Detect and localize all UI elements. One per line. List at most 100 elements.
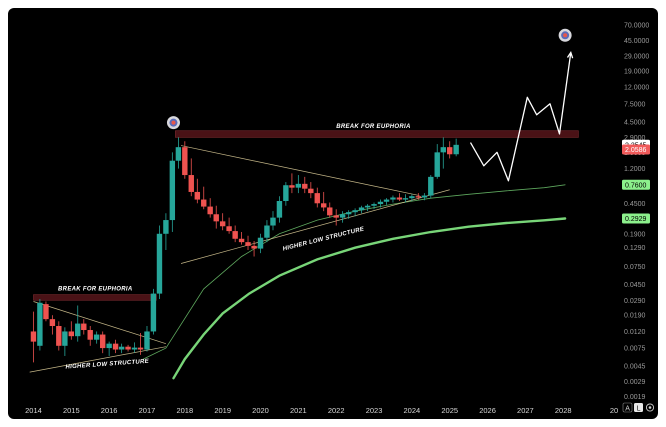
candle — [175, 137, 182, 169]
candle — [163, 213, 169, 251]
candle-body — [245, 242, 251, 246]
candle — [93, 331, 100, 344]
y-tick-label: 0.0075 — [624, 346, 646, 353]
candle-body — [144, 331, 150, 350]
candle-body — [175, 147, 182, 161]
price-chart[interactable]: BREAK FOR EUPHORIA BREAK FOR EUPHORIA HI… — [8, 8, 658, 419]
resistance-bands — [33, 130, 579, 301]
triangle-2018-upper — [180, 145, 420, 196]
candle-body — [295, 183, 302, 188]
candle — [358, 205, 365, 214]
structure-2016-label: HIGHER LOW STRUCTURE — [65, 359, 150, 371]
candle — [226, 217, 232, 234]
projection-arrowhead — [566, 51, 574, 59]
candle-body — [75, 323, 81, 337]
gear-hub — [648, 406, 652, 409]
triangle-2014-lower — [29, 346, 166, 373]
candle — [62, 327, 68, 356]
x-tick-label: 2021 — [290, 406, 307, 415]
candle — [283, 182, 289, 206]
candle — [75, 305, 81, 342]
y-tick-label: 12.0000 — [624, 85, 649, 92]
candle — [201, 186, 207, 210]
y-tick-label: 45.0000 — [624, 38, 649, 45]
candle — [371, 202, 377, 210]
auto-scale-label: A — [625, 405, 630, 412]
log-scale-button[interactable]: L — [634, 403, 643, 412]
candle-body — [434, 152, 440, 177]
candle — [68, 321, 75, 340]
candle-body — [421, 195, 428, 198]
candle-body — [219, 221, 226, 227]
y-tick-label: 0.0045 — [624, 364, 646, 371]
candle — [333, 209, 339, 226]
y-tick-label: 2.9000 — [624, 135, 646, 142]
candle-body — [415, 196, 422, 198]
candle-body — [125, 346, 131, 350]
candles — [30, 137, 459, 363]
candle — [390, 195, 396, 203]
candle — [402, 194, 409, 203]
gear-ring — [645, 403, 655, 412]
x-tick-label: 2023 — [366, 406, 383, 415]
candle — [352, 208, 358, 217]
x-tick-label: 2017 — [139, 406, 156, 415]
candle-body — [364, 205, 371, 208]
candle — [295, 175, 302, 194]
candle — [118, 343, 125, 354]
band-2025-label: BREAK FOR EUPHORIA — [336, 124, 410, 130]
candle-body — [352, 210, 358, 213]
candle-body — [106, 343, 112, 349]
candle — [289, 173, 295, 194]
x-tick-label: 20 — [610, 406, 618, 415]
candle — [308, 182, 314, 199]
candle-body — [112, 343, 119, 350]
candle-body — [169, 160, 176, 221]
candle-body — [396, 197, 403, 200]
candle — [37, 299, 43, 351]
candle — [440, 137, 446, 169]
x-tick-label: 2024 — [404, 406, 421, 415]
price-tag-text: 0.2929 — [625, 216, 647, 223]
candle — [453, 138, 459, 157]
candle — [194, 178, 201, 204]
candle — [447, 141, 453, 159]
candle — [30, 311, 37, 363]
candle-body — [283, 185, 289, 202]
candle-body — [383, 199, 390, 202]
candle-body — [93, 334, 100, 340]
candle — [182, 141, 188, 179]
price-tag-bg — [622, 213, 650, 224]
candle — [156, 225, 163, 300]
candle — [188, 158, 194, 197]
time-axis: 2014 2015 2016 2017 2018 2019 2020 2021 2022 2023… — [25, 406, 618, 415]
candle-body — [226, 226, 232, 232]
candle — [87, 326, 93, 346]
candle-body — [345, 212, 352, 215]
candle — [396, 193, 403, 202]
candle — [428, 175, 434, 199]
auto-scale-button[interactable]: A — [622, 402, 633, 413]
candle-body — [257, 237, 264, 249]
price-tag-bg — [622, 179, 650, 190]
candle-body — [339, 214, 346, 218]
candle-body — [270, 217, 276, 226]
target-core — [171, 120, 176, 125]
price-tag: 0.2929 — [622, 213, 650, 224]
candle — [232, 225, 238, 243]
candle — [169, 152, 176, 232]
gear-icon[interactable] — [645, 403, 655, 412]
candle-body — [251, 245, 257, 249]
candle-body — [371, 204, 377, 206]
projection-line — [469, 52, 572, 182]
candle — [321, 191, 327, 212]
projection-path — [469, 51, 574, 182]
candle-body — [264, 225, 270, 238]
candle — [150, 288, 157, 335]
candle — [327, 202, 333, 218]
candle — [345, 210, 352, 219]
candle — [219, 213, 226, 231]
target-core — [563, 33, 568, 38]
band-2025-band — [175, 130, 579, 138]
x-tick-label: 2015 — [63, 406, 80, 415]
